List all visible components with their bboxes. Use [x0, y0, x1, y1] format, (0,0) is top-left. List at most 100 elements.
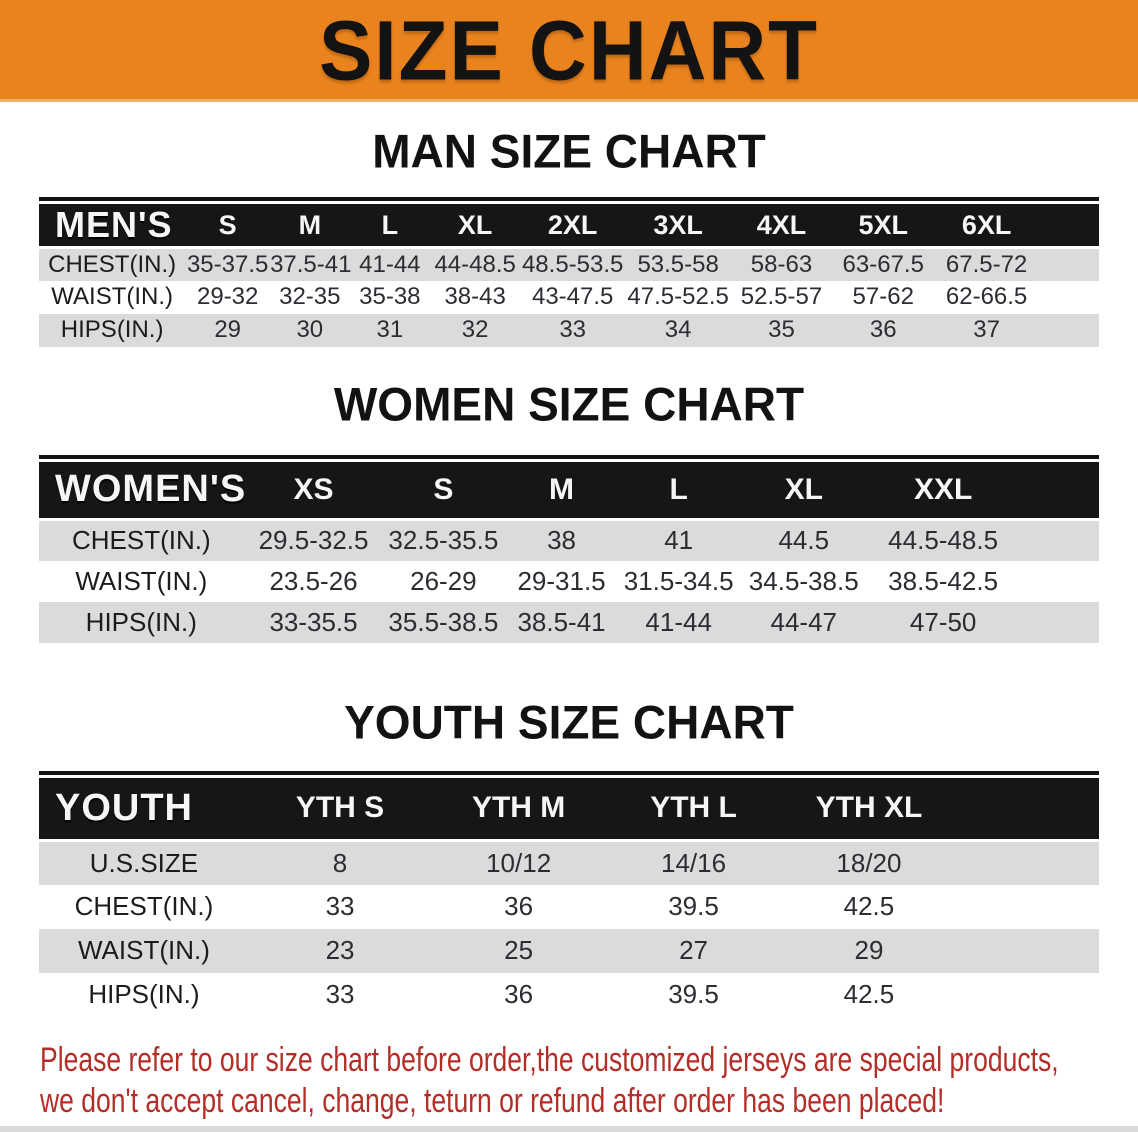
size-column-header: M	[503, 461, 620, 521]
size-column-header: XL	[737, 461, 870, 521]
women-size-table: WOMEN'S XS S M L XL XXL CHEST(IN.) 29.5-32.5 32.5…	[39, 461, 1099, 643]
size-column-header: 6XL	[934, 204, 1039, 249]
size-cell: 44-47	[770, 606, 837, 637]
size-cell: 44-48.5	[434, 250, 516, 278]
size-column-header: XS	[243, 461, 384, 521]
size-chart-banner: SIZE CHART	[0, 0, 1138, 102]
row-spacer	[1039, 281, 1099, 314]
size-cell: 43-47.5	[531, 283, 614, 310]
size-cell: 35	[768, 316, 795, 343]
size-cell: 33-35.5	[269, 606, 358, 637]
size-cell: 42.5	[843, 891, 895, 921]
size-cell: 29-31.5	[517, 565, 606, 596]
size-cell: 36	[504, 891, 534, 921]
youth-header-row: YOUTH YTH S YTH M YTH L YTH XL	[39, 777, 1099, 842]
size-cell: 14/16	[660, 847, 727, 878]
youth-table-title: YOUTH	[39, 777, 249, 842]
size-cell: 31.5-34.5	[623, 565, 734, 596]
size-cell: 41	[664, 525, 694, 556]
size-column-header: YTH M	[431, 777, 607, 842]
youth-size-table-wrap: YOUTH YTH S YTH M YTH L YTH XL U.S.SIZE 8 10/12…	[39, 770, 1099, 1017]
men-size-table: MEN'S S M L XL 2XL 3XL 4XL 5XL 6XL CHEST(IN.) 35-37…	[39, 204, 1099, 347]
men-size-table-wrap: MEN'S S M L XL 2XL 3XL 4XL 5XL 6XL CHEST(IN.) 35-37…	[39, 197, 1099, 347]
size-cell: 47.5-52.5	[627, 283, 729, 310]
size-cell: 35.5-38.5	[388, 606, 499, 637]
men-measurement-row: HIPS(IN.) 29 30 31 32 33 34 35 36 37	[39, 313, 1099, 347]
size-cell: 36	[504, 979, 534, 1009]
size-cell: 38	[547, 525, 576, 556]
size-cell: 33	[325, 979, 355, 1009]
banner-title: SIZE CHART	[319, 3, 819, 98]
table-top-rule	[39, 197, 1099, 201]
size-cell: 18/20	[836, 847, 902, 878]
men-measurement-row: CHEST(IN.) 35-37.5 37.5-41 41-44 44-48.5 48.5…	[39, 247, 1099, 281]
row-label: WAIST(IN.)	[75, 565, 208, 596]
size-cell: 37	[973, 316, 1000, 343]
size-column-header: YTH L	[606, 777, 781, 842]
size-cell: 33	[559, 316, 587, 343]
youth-measurement-row: CHEST(IN.) 33 36 39.5 42.5	[39, 885, 1099, 929]
women-measurement-row: CHEST(IN.) 29.5-32.5 32.5-35.5 38 41 44.5 44.5…	[39, 519, 1099, 561]
size-cell: 32	[461, 316, 489, 343]
size-cell: 25	[504, 935, 534, 965]
youth-measurement-row: U.S.SIZE 8 10/12 14/16 18/20	[39, 840, 1099, 885]
row-label: WAIST(IN.)	[51, 283, 174, 310]
women-measurement-row: HIPS(IN.) 33-35.5 35.5-38.5 38.5-41 41-44 44-…	[39, 601, 1099, 643]
row-spacer	[957, 973, 1099, 1017]
header-spacer	[1038, 204, 1099, 249]
size-column-header: 4XL	[731, 204, 832, 249]
men-measurement-row: WAIST(IN.) 29-32 32-35 35-38 38-43 43-47.5 47.…	[39, 281, 1099, 314]
row-label: HIPS(IN.)	[88, 979, 200, 1009]
row-label: WAIST(IN.)	[77, 935, 210, 965]
disclaimer-line-2: we don't accept cancel, change, teturn o…	[40, 1081, 945, 1120]
size-column-header: YTH XL	[780, 777, 957, 842]
row-label: HIPS(IN.)	[60, 316, 164, 343]
row-label: CHEST(IN.)	[71, 525, 211, 556]
size-cell: 39.5	[668, 979, 719, 1009]
women-measurement-row: WAIST(IN.) 23.5-26 26-29 29-31.5 31.5-34.5 34…	[39, 561, 1099, 602]
size-cell: 58-63	[750, 250, 813, 278]
size-cell: 39.5	[668, 891, 719, 921]
size-cell: 67.5-72	[945, 250, 1028, 278]
row-label: HIPS(IN.)	[85, 606, 197, 637]
size-cell: 31	[376, 316, 404, 343]
size-cell: 29	[214, 316, 242, 343]
disclaimer-line-1: Please refer to our size chart before or…	[40, 1040, 1059, 1079]
size-cell: 35-38	[359, 283, 421, 310]
size-column-header: 5XL	[831, 204, 935, 249]
size-cell: 32.5-35.5	[388, 525, 499, 556]
size-column-header: XL	[430, 204, 521, 249]
row-spacer	[1016, 561, 1099, 602]
bottom-edge-strip	[0, 1126, 1138, 1132]
size-cell: 47-50	[909, 606, 977, 637]
size-cell: 26-29	[410, 565, 477, 596]
size-cell: 41-44	[645, 606, 712, 637]
size-column-header: L	[349, 204, 431, 249]
row-spacer	[1016, 602, 1099, 643]
row-label: CHEST(IN.)	[48, 250, 177, 278]
size-cell: 29	[854, 935, 884, 965]
header-spacer	[1016, 461, 1099, 521]
size-column-header: S	[185, 204, 271, 249]
size-column-header: 3XL	[625, 204, 732, 249]
size-column-header: YTH S	[248, 777, 432, 842]
table-top-rule	[39, 770, 1099, 775]
youth-measurement-row: HIPS(IN.) 33 36 39.5 42.5	[39, 973, 1099, 1017]
size-cell: 29.5-32.5	[258, 525, 369, 556]
size-cell: 36	[869, 316, 897, 343]
size-cell: 38.5-41	[517, 606, 606, 637]
size-column-header: M	[270, 204, 350, 249]
men-header-row: MEN'S S M L XL 2XL 3XL 4XL 5XL 6XL	[39, 204, 1099, 249]
row-label: U.S.SIZE	[89, 847, 199, 878]
size-cell: 41-44	[359, 250, 421, 278]
men-table-title: MEN'S	[39, 204, 186, 249]
size-cell: 34.5-38.5	[748, 565, 859, 596]
order-disclaimer: Please refer to our size chart before or…	[40, 1040, 1059, 1122]
women-header-row: WOMEN'S XS S M L XL XXL	[39, 461, 1099, 521]
row-label: CHEST(IN.)	[74, 891, 214, 921]
size-cell: 44.5-48.5	[888, 525, 999, 556]
size-cell: 62-66.5	[945, 283, 1028, 310]
size-column-header: 2XL	[520, 204, 626, 249]
size-cell: 8	[332, 847, 348, 878]
size-cell: 44.5	[778, 525, 830, 556]
